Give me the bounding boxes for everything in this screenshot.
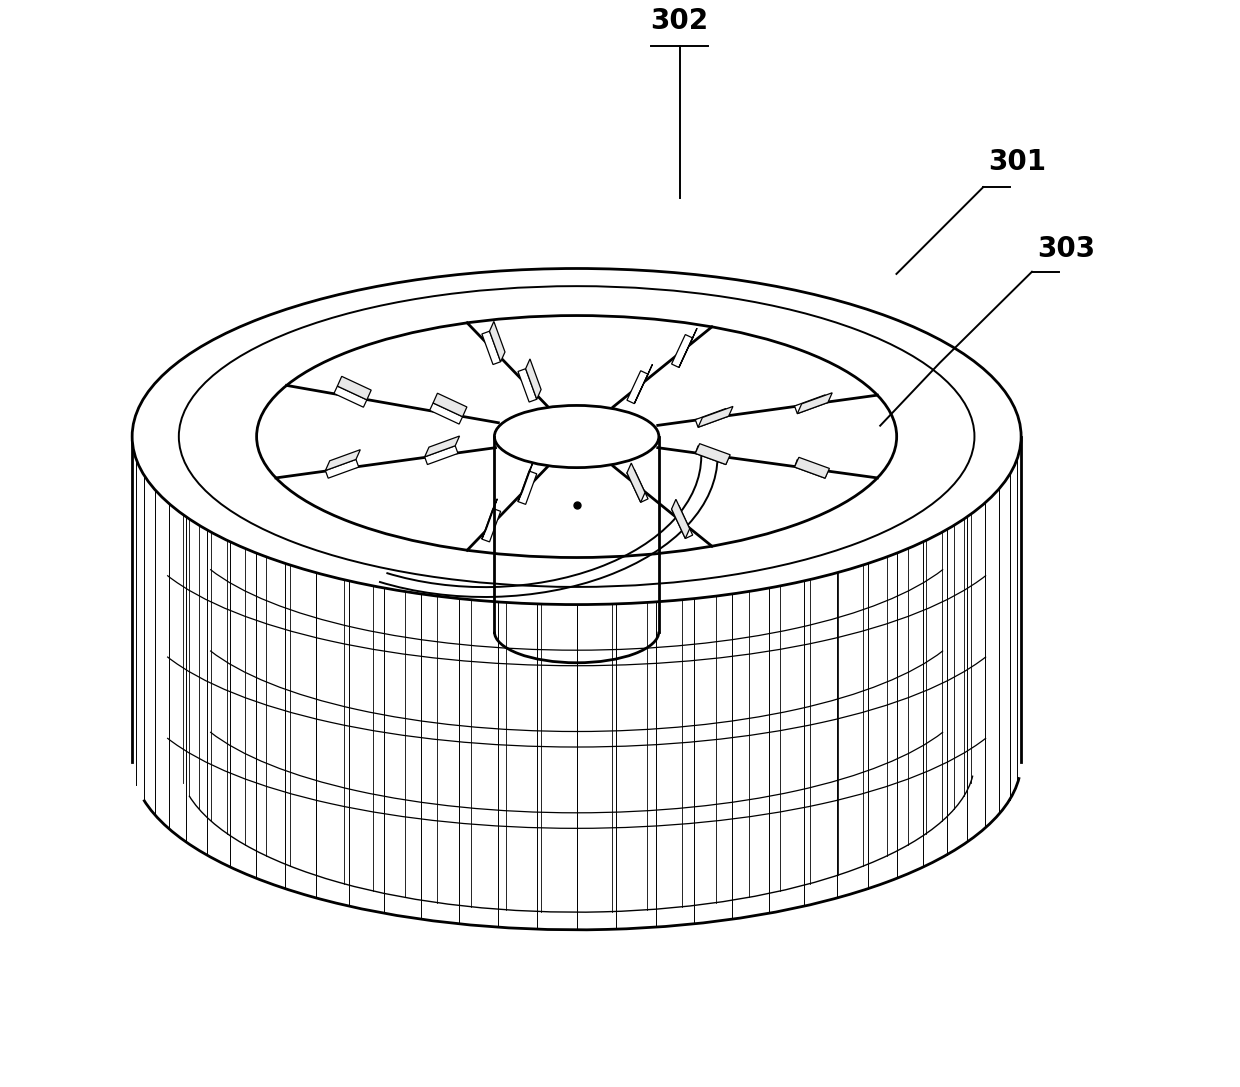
Polygon shape <box>429 403 463 424</box>
Text: 302: 302 <box>651 8 709 36</box>
Polygon shape <box>680 328 697 367</box>
Polygon shape <box>635 364 652 403</box>
Polygon shape <box>424 446 458 464</box>
Polygon shape <box>672 499 689 538</box>
Ellipse shape <box>495 405 658 467</box>
Polygon shape <box>325 460 358 478</box>
Polygon shape <box>482 499 497 539</box>
Text: 303: 303 <box>1038 235 1095 263</box>
Polygon shape <box>627 470 649 502</box>
Polygon shape <box>482 509 501 542</box>
Polygon shape <box>672 505 693 538</box>
Polygon shape <box>696 443 730 464</box>
Polygon shape <box>518 368 537 402</box>
Polygon shape <box>518 461 533 501</box>
Polygon shape <box>795 460 828 478</box>
Polygon shape <box>795 395 828 414</box>
Polygon shape <box>334 386 367 408</box>
Polygon shape <box>433 393 467 416</box>
Polygon shape <box>698 407 733 427</box>
Polygon shape <box>672 335 693 367</box>
Ellipse shape <box>133 268 1021 604</box>
Polygon shape <box>526 359 541 399</box>
Polygon shape <box>627 463 645 502</box>
Polygon shape <box>696 446 729 464</box>
Polygon shape <box>696 409 729 427</box>
Polygon shape <box>337 376 371 400</box>
Polygon shape <box>325 450 361 471</box>
Polygon shape <box>795 458 830 478</box>
Polygon shape <box>627 371 649 403</box>
Text: 301: 301 <box>988 148 1047 176</box>
Ellipse shape <box>257 315 897 558</box>
Polygon shape <box>797 392 832 414</box>
Polygon shape <box>424 436 460 457</box>
Ellipse shape <box>179 286 975 587</box>
Polygon shape <box>490 322 505 362</box>
Polygon shape <box>518 471 537 504</box>
Polygon shape <box>482 332 501 364</box>
